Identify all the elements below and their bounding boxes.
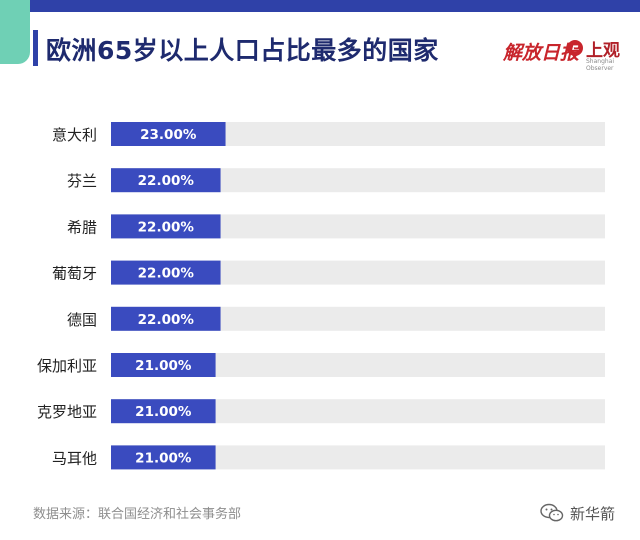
bar-row: 21.00% 马耳他 <box>52 445 605 470</box>
category-label: 克罗地亚 <box>37 403 97 421</box>
category-label: 德国 <box>67 311 97 329</box>
brand-logo-shangguan: 上观 <box>586 41 620 61</box>
bar <box>111 260 221 285</box>
bar-row: 22.00% 德国 <box>67 306 605 331</box>
bar-value-label: 23.00% <box>140 127 197 143</box>
bar-value-label: 22.00% <box>138 219 195 235</box>
bar <box>111 214 221 239</box>
title-accent-bar <box>33 30 38 66</box>
category-label: 芬兰 <box>67 172 97 190</box>
bar <box>111 353 216 377</box>
top-accent-bar <box>0 0 640 12</box>
category-label: 马耳他 <box>52 449 97 467</box>
category-label: 葡萄牙 <box>52 265 97 283</box>
wechat-icon <box>540 503 564 522</box>
corner-tab-decoration <box>0 0 30 64</box>
bar <box>111 399 216 424</box>
bar-row: 22.00% 葡萄牙 <box>52 260 605 285</box>
bar-value-label: 21.00% <box>135 358 192 374</box>
watermark-xinhua: 新华箭 <box>570 505 616 523</box>
chart-title: 欧洲65岁以上人口占比最多的国家 <box>46 36 439 65</box>
shanghai-observer-logo-icon <box>567 40 583 56</box>
bar <box>111 168 221 193</box>
bar-row: 23.00% 意大利 <box>52 122 605 146</box>
bar-row: 21.00% 保加利亚 <box>37 353 605 377</box>
bar-row: 21.00% 克罗地亚 <box>37 399 605 424</box>
category-label: 意大利 <box>52 126 97 144</box>
bar <box>111 306 221 331</box>
bar-value-label: 22.00% <box>138 173 195 189</box>
bar <box>111 122 226 146</box>
category-label: 希腊 <box>67 218 97 236</box>
data-source-note: 数据来源：联合国经济和社会事务部 <box>33 507 242 522</box>
brand-logo-shangguan-subtitle: Shanghai Observer <box>586 58 615 72</box>
bar-value-label: 22.00% <box>138 266 195 282</box>
bar-row: 22.00% 希腊 <box>67 214 605 239</box>
category-label: 保加利亚 <box>37 357 97 375</box>
bar <box>111 445 216 470</box>
bar-value-label: 21.00% <box>135 450 192 466</box>
bar-value-label: 21.00% <box>135 404 192 420</box>
bar-value-label: 22.00% <box>138 312 195 328</box>
brand-logo-jiefang-daily: 解放日报 <box>503 42 580 64</box>
bar-row: 22.00% 芬兰 <box>67 168 605 193</box>
